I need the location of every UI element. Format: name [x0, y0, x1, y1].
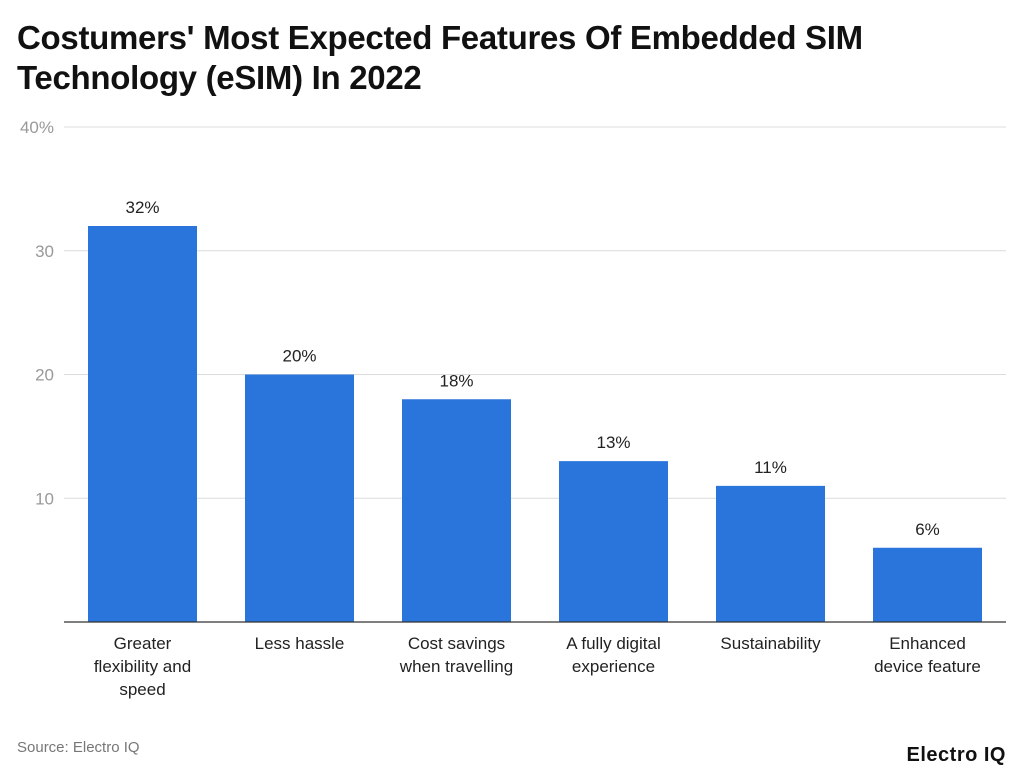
source-note: Source: Electro IQ	[17, 739, 140, 756]
x-tick-label: Cost savings	[408, 634, 505, 653]
x-tick-label: speed	[119, 680, 165, 699]
y-tick-label: 20	[35, 366, 54, 385]
x-tick-label: Sustainability	[720, 634, 821, 653]
data-label: 20%	[282, 347, 316, 366]
bar	[559, 461, 668, 622]
bar	[402, 399, 511, 622]
data-label: 18%	[439, 371, 473, 390]
y-tick-label: 40%	[20, 118, 54, 137]
data-label: 13%	[596, 433, 630, 452]
bar	[245, 374, 354, 622]
data-label: 11%	[754, 458, 787, 477]
electro-iq-logo: Electro IQ	[906, 744, 1006, 766]
x-tick-label: A fully digital	[566, 634, 661, 653]
x-tick-label: experience	[572, 657, 655, 676]
bar	[716, 485, 825, 622]
bar	[88, 226, 197, 622]
chart-title: Costumers' Most Expected Features Of Emb…	[17, 19, 863, 96]
y-tick-label: 30	[35, 242, 54, 261]
data-label: 32%	[125, 198, 159, 217]
x-tick-label: Greater	[114, 634, 172, 653]
y-tick-label: 10	[35, 489, 54, 508]
x-tick-label: when travelling	[399, 657, 513, 676]
x-tick-label: flexibility and	[94, 657, 191, 676]
x-tick-label: Less hassle	[255, 634, 345, 653]
x-tick-label: device feature	[874, 657, 981, 676]
bar	[873, 547, 982, 622]
data-label: 6%	[915, 520, 940, 539]
x-tick-label: Enhanced	[889, 634, 966, 653]
